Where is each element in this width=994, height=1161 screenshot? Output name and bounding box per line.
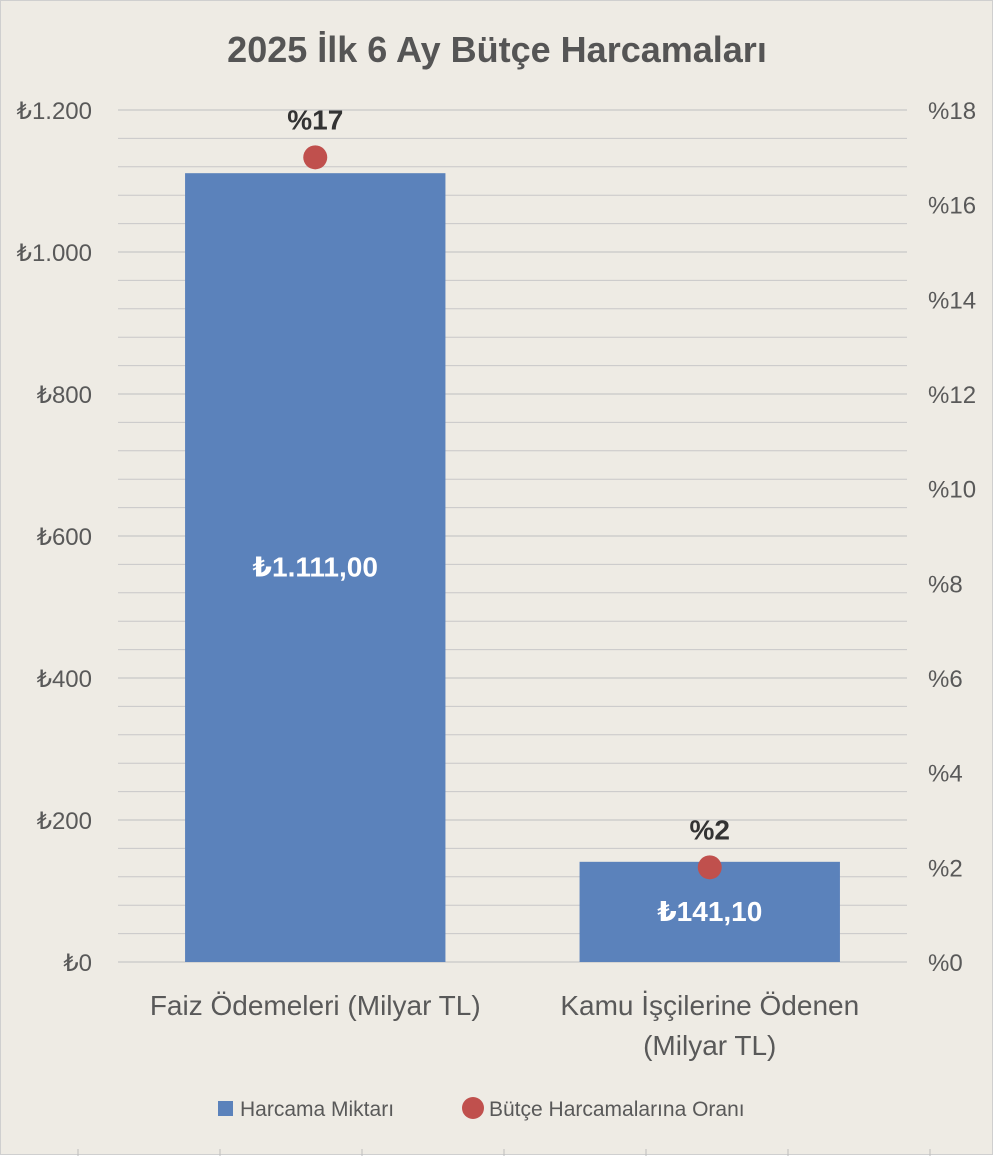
bottom-tick-marks [77,1149,931,1156]
chart-title: 2025 İlk 6 Ay Bütçe Harcamaları [227,29,767,70]
left-axis-tick-label: ₺600 [37,524,92,551]
right-axis-tick-labels: %0 %2 %4 %6 %8 %10 %12 %14 %16 %18 [928,98,976,977]
bar-series: ₺1.111,00 ₺141,10 [185,173,840,962]
point-butce-orani [303,145,328,170]
left-axis-tick-label: ₺200 [37,808,92,835]
left-axis-tick-label: ₺1.000 [17,240,92,267]
category-label: Faiz Ödemeleri (Milyar TL) [150,990,481,1021]
bar-value-label: ₺141,10 [657,896,762,927]
right-axis-tick-label: %0 [928,950,963,977]
right-axis-tick-label: %12 [928,382,976,409]
point-value-label: %2 [690,814,730,845]
point-butce-orani [697,855,722,880]
bar-value-label: ₺1.111,00 [253,552,378,583]
point-series: %17 %2 [287,104,730,880]
left-axis-tick-label: ₺800 [37,382,92,409]
right-axis-tick-label: %16 [928,193,976,220]
right-axis-tick-label: %10 [928,477,976,504]
left-axis-tick-label: ₺400 [37,666,92,693]
category-label: (Milyar TL) [643,1030,776,1061]
right-axis-tick-label: %18 [928,98,976,125]
legend: Harcama Miktarı Bütçe Harcamalarına Oranı [218,1097,745,1121]
point-value-label: %17 [287,104,343,135]
right-axis-tick-label: %2 [928,855,963,882]
right-axis-tick-label: %8 [928,571,963,598]
category-axis-labels: Faiz Ödemeleri (Milyar TL) Kamu İşçilerin… [150,990,859,1061]
left-axis-tick-label: ₺1.200 [17,98,92,125]
right-axis-tick-label: %6 [928,666,963,693]
left-axis-tick-label: ₺0 [63,950,92,977]
legend-marker-bar [218,1101,233,1116]
category-label: Kamu İşçilerine Ödenen [560,990,859,1021]
right-axis-tick-label: %14 [928,287,976,314]
legend-label-bar: Harcama Miktarı [240,1098,394,1121]
legend-label-point: Bütçe Harcamalarına Oranı [489,1098,745,1121]
legend-marker-point [462,1097,484,1119]
left-axis-tick-labels: ₺0 ₺200 ₺400 ₺600 ₺800 ₺1.000 ₺1.200 [17,98,92,977]
bar-harcama-miktari [185,173,446,962]
right-axis-tick-label: %4 [928,761,963,788]
